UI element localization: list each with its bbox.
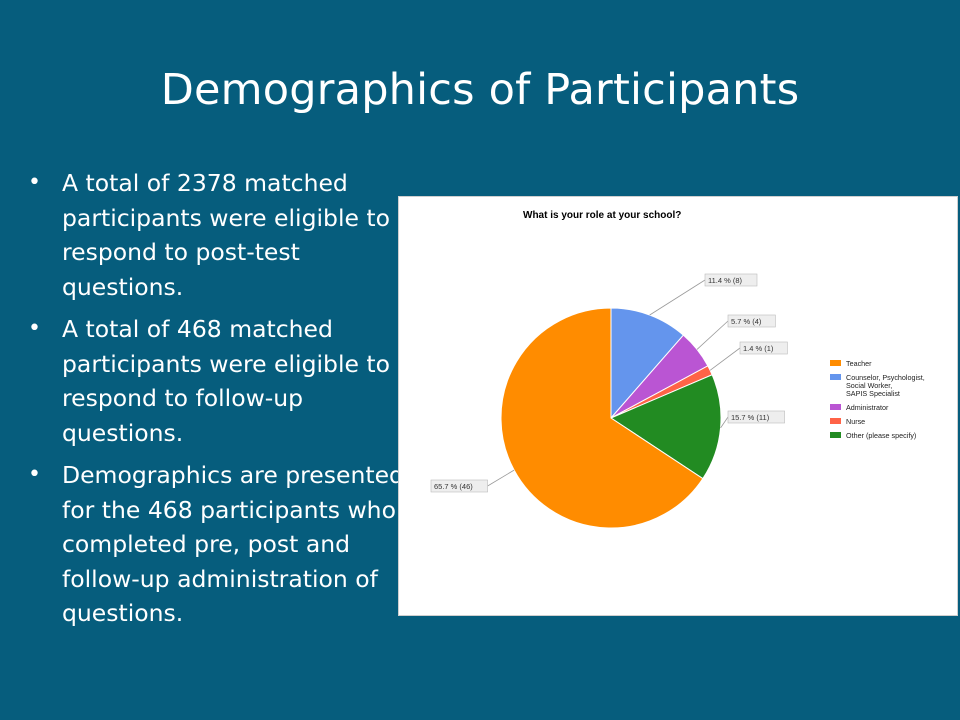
legend-swatch xyxy=(830,404,841,410)
pie-slice xyxy=(500,307,704,529)
legend-item: Administrator xyxy=(830,403,889,412)
legend-label: Teacher xyxy=(846,359,872,368)
legend-label: Counselor, Psychologist, xyxy=(846,373,925,382)
legend-label: Administrator xyxy=(846,403,889,412)
bullet-item: • A total of 2378 matched participants w… xyxy=(28,166,408,304)
bullet-symbol: • xyxy=(28,170,41,195)
legend-swatch xyxy=(830,374,841,380)
data-label: 5.7 % (4) xyxy=(731,317,762,326)
bullet-text: A total of 468 matched participants were… xyxy=(62,315,390,447)
legend-swatch xyxy=(830,360,841,366)
pie-data-labels: 11.4 % (8) 5.7 % (4) 1.4 % (1) 15.7 % (11) 6… xyxy=(430,273,788,493)
data-label-box xyxy=(739,341,788,355)
legend-label: Other (please specify) xyxy=(846,431,916,440)
label-leader-line xyxy=(696,320,729,350)
slide-title: Demographics of Participants xyxy=(160,65,800,115)
legend-label: Social Worker, xyxy=(846,381,892,390)
data-label: 65.7 % (46) xyxy=(434,482,473,491)
chart-title: What is your role at your school? xyxy=(523,210,681,221)
legend-item: Teacher xyxy=(830,359,872,368)
data-label-box xyxy=(727,314,776,328)
bullet-symbol: • xyxy=(28,462,41,487)
data-label-box xyxy=(430,479,488,493)
pie-slices xyxy=(500,307,722,529)
bullet-symbol: • xyxy=(28,316,41,341)
bullet-item: • A total of 468 matched participants we… xyxy=(28,312,408,450)
bullet-text: A total of 2378 matched participants wer… xyxy=(62,169,390,301)
pie-chart: What is your role at your school? 11.4 %… xyxy=(430,210,925,529)
bullet-list: • A total of 2378 matched participants w… xyxy=(28,166,408,639)
legend-swatch xyxy=(830,432,841,438)
data-label-box xyxy=(727,410,785,424)
label-leader-line xyxy=(649,279,706,316)
pie-slice xyxy=(609,374,722,480)
legend-item: Nurse xyxy=(830,417,865,426)
data-label: 11.4 % (8) xyxy=(708,276,743,285)
chart-panel: What is your role at your school? 11.4 %… xyxy=(398,196,958,616)
label-leader-line xyxy=(720,416,729,429)
data-label: 1.4 % (1) xyxy=(743,344,774,353)
legend-label: SAPIS Specialist xyxy=(846,389,900,398)
legend-swatch xyxy=(830,418,841,424)
legend-item: Counselor, Psychologist,Social Worker,SA… xyxy=(830,373,925,398)
data-label-box xyxy=(704,273,758,287)
bullet-text: Demographics are presented for the 468 p… xyxy=(62,461,404,627)
legend-item: Other (please specify) xyxy=(830,431,916,440)
label-leader-line xyxy=(709,347,741,371)
label-leader-line xyxy=(487,469,515,487)
legend-label: Nurse xyxy=(846,417,865,426)
bullet-item: • Demographics are presented for the 468… xyxy=(28,458,408,631)
data-label: 15.7 % (11) xyxy=(731,413,770,422)
chart-legend: Teacher Counselor, Psychologist,Social Wo… xyxy=(830,359,925,440)
pie-slice xyxy=(610,307,685,420)
